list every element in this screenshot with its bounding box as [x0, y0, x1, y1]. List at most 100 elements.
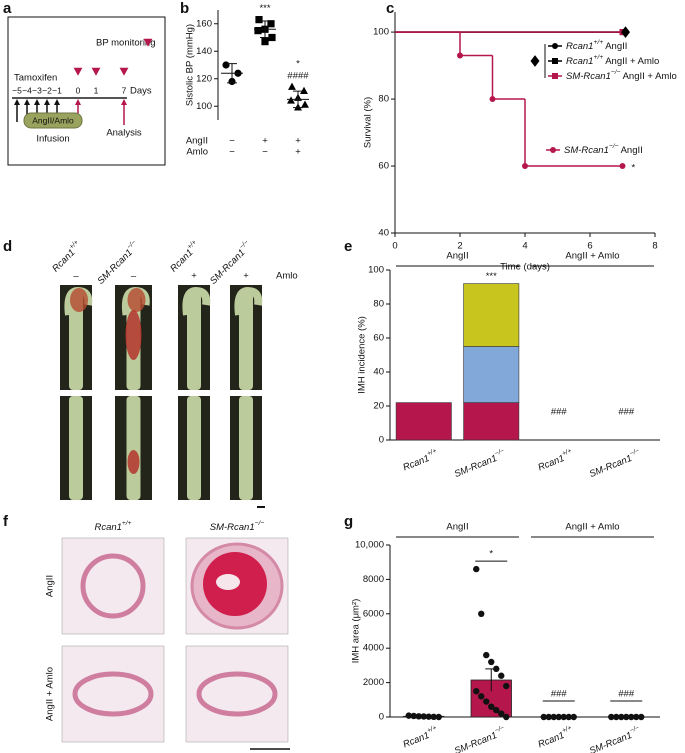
group-label: AngII + Amlo — [565, 251, 619, 262]
hematoma — [127, 288, 146, 312]
y-tick-label: 100 — [368, 265, 384, 276]
column-label: SM-Rcan1−/− — [210, 520, 265, 532]
point — [493, 665, 500, 673]
point — [430, 713, 437, 721]
y-tick-label: 80 — [378, 94, 389, 105]
marker — [489, 96, 496, 103]
significance: * — [632, 163, 636, 174]
point — [628, 713, 635, 721]
point — [488, 703, 495, 710]
day-label: 7 — [122, 85, 127, 95]
point — [488, 658, 495, 666]
hematoma — [127, 450, 140, 474]
vessel-wall — [80, 553, 146, 619]
x-axis-label: Time (days) — [500, 262, 550, 273]
y-axis-label: IMH incidence (%) — [357, 316, 368, 394]
panel-letter: e — [344, 238, 352, 255]
point — [483, 698, 490, 705]
histology — [61, 537, 165, 635]
arrow-head — [34, 99, 40, 105]
arch — [234, 286, 263, 316]
y-tick-label: 40 — [378, 228, 389, 239]
aorta — [69, 396, 83, 500]
marker — [91, 67, 101, 76]
arrow-head — [54, 99, 60, 105]
marker — [261, 38, 269, 46]
aorta — [187, 396, 201, 500]
arrow-head — [24, 99, 30, 105]
point — [545, 713, 552, 721]
timeline-frame — [7, 16, 166, 166]
aorta — [239, 396, 253, 500]
x-tick-label: 0 — [392, 241, 397, 252]
aorta — [69, 293, 83, 390]
panel-letter: g — [344, 513, 353, 530]
arrow-head — [44, 99, 50, 105]
point — [410, 712, 417, 720]
y-axis-label: IMH area (μm²) — [351, 599, 362, 664]
x-tick-label: Rcan1+/+ — [536, 448, 575, 473]
point — [503, 682, 510, 690]
hematoma — [125, 310, 142, 360]
point — [550, 713, 557, 721]
x-tick-label: SM-Rcan1−/− — [587, 725, 642, 753]
sd-bar — [260, 20, 270, 38]
y-tick-label: 2000 — [363, 677, 384, 688]
y-tick-label: 20 — [373, 401, 384, 412]
legend-label: SM-Rcan1−/− AngII — [564, 143, 643, 155]
point — [540, 713, 547, 721]
marker — [300, 86, 308, 95]
hematoma — [70, 288, 88, 312]
amlo-sign: – — [131, 271, 137, 282]
y-tick-label: 100 — [373, 27, 389, 38]
marker — [143, 38, 153, 47]
point — [473, 688, 480, 695]
x-tick-label: SM-Rcan1−/− — [452, 725, 507, 753]
marker — [255, 16, 263, 24]
y-tick-label: 120 — [196, 73, 212, 84]
significance: *** — [259, 3, 270, 14]
significance: ### — [551, 689, 568, 700]
column-label: Rcan1+/+ — [167, 239, 202, 274]
y-tick-label: 60 — [378, 161, 389, 172]
point — [618, 713, 625, 721]
tamoxifen-label: Tamoxifen — [14, 73, 57, 84]
point — [638, 713, 645, 721]
column-label: Rcan1+/+ — [94, 520, 131, 532]
aorta — [187, 293, 201, 390]
arrow-head — [14, 99, 20, 105]
group-label: AngII — [446, 251, 468, 262]
y-tick-label: 6000 — [363, 608, 384, 619]
y-axis-label: Survival (%) — [363, 97, 374, 148]
legend-label: SM-Rcan1−/− AngII + Amlo — [566, 69, 677, 81]
x-tick-label: 2 — [457, 241, 462, 252]
marker — [287, 96, 295, 104]
amlo-sign: + — [191, 271, 197, 282]
y-axis-label: Sistolic BP (mmHg) — [185, 24, 196, 106]
vessel-wall — [72, 671, 154, 717]
point — [425, 713, 432, 720]
point — [435, 713, 442, 721]
marker — [119, 67, 129, 76]
x-tick-label: Rcan1+/+ — [401, 448, 440, 473]
lumen — [216, 574, 240, 590]
infusion-label: Infusion — [36, 134, 69, 145]
condition-value: − — [262, 147, 268, 158]
arrow-head — [121, 99, 127, 105]
arrow-head — [75, 99, 81, 105]
vessel-wall — [196, 671, 278, 717]
histology — [61, 645, 165, 743]
significance: #### — [287, 71, 309, 82]
infusion-box — [23, 112, 83, 129]
row-label: AngII + Amlo — [45, 667, 56, 721]
bar-segment — [395, 402, 452, 441]
point — [405, 712, 412, 719]
marker — [522, 163, 528, 170]
bar-segment — [463, 283, 520, 347]
marker — [254, 27, 262, 35]
analysis-label: Analysis — [106, 128, 142, 139]
y-tick-label: 0 — [379, 712, 384, 723]
condition-value: − — [229, 136, 235, 147]
